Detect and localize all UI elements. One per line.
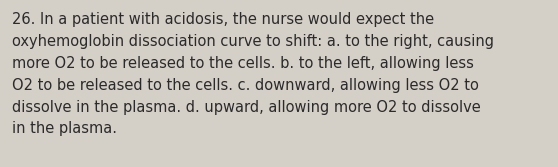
- Text: 26. In a patient with acidosis, the nurse would expect the
oxyhemoglobin dissoci: 26. In a patient with acidosis, the nurs…: [12, 12, 494, 136]
